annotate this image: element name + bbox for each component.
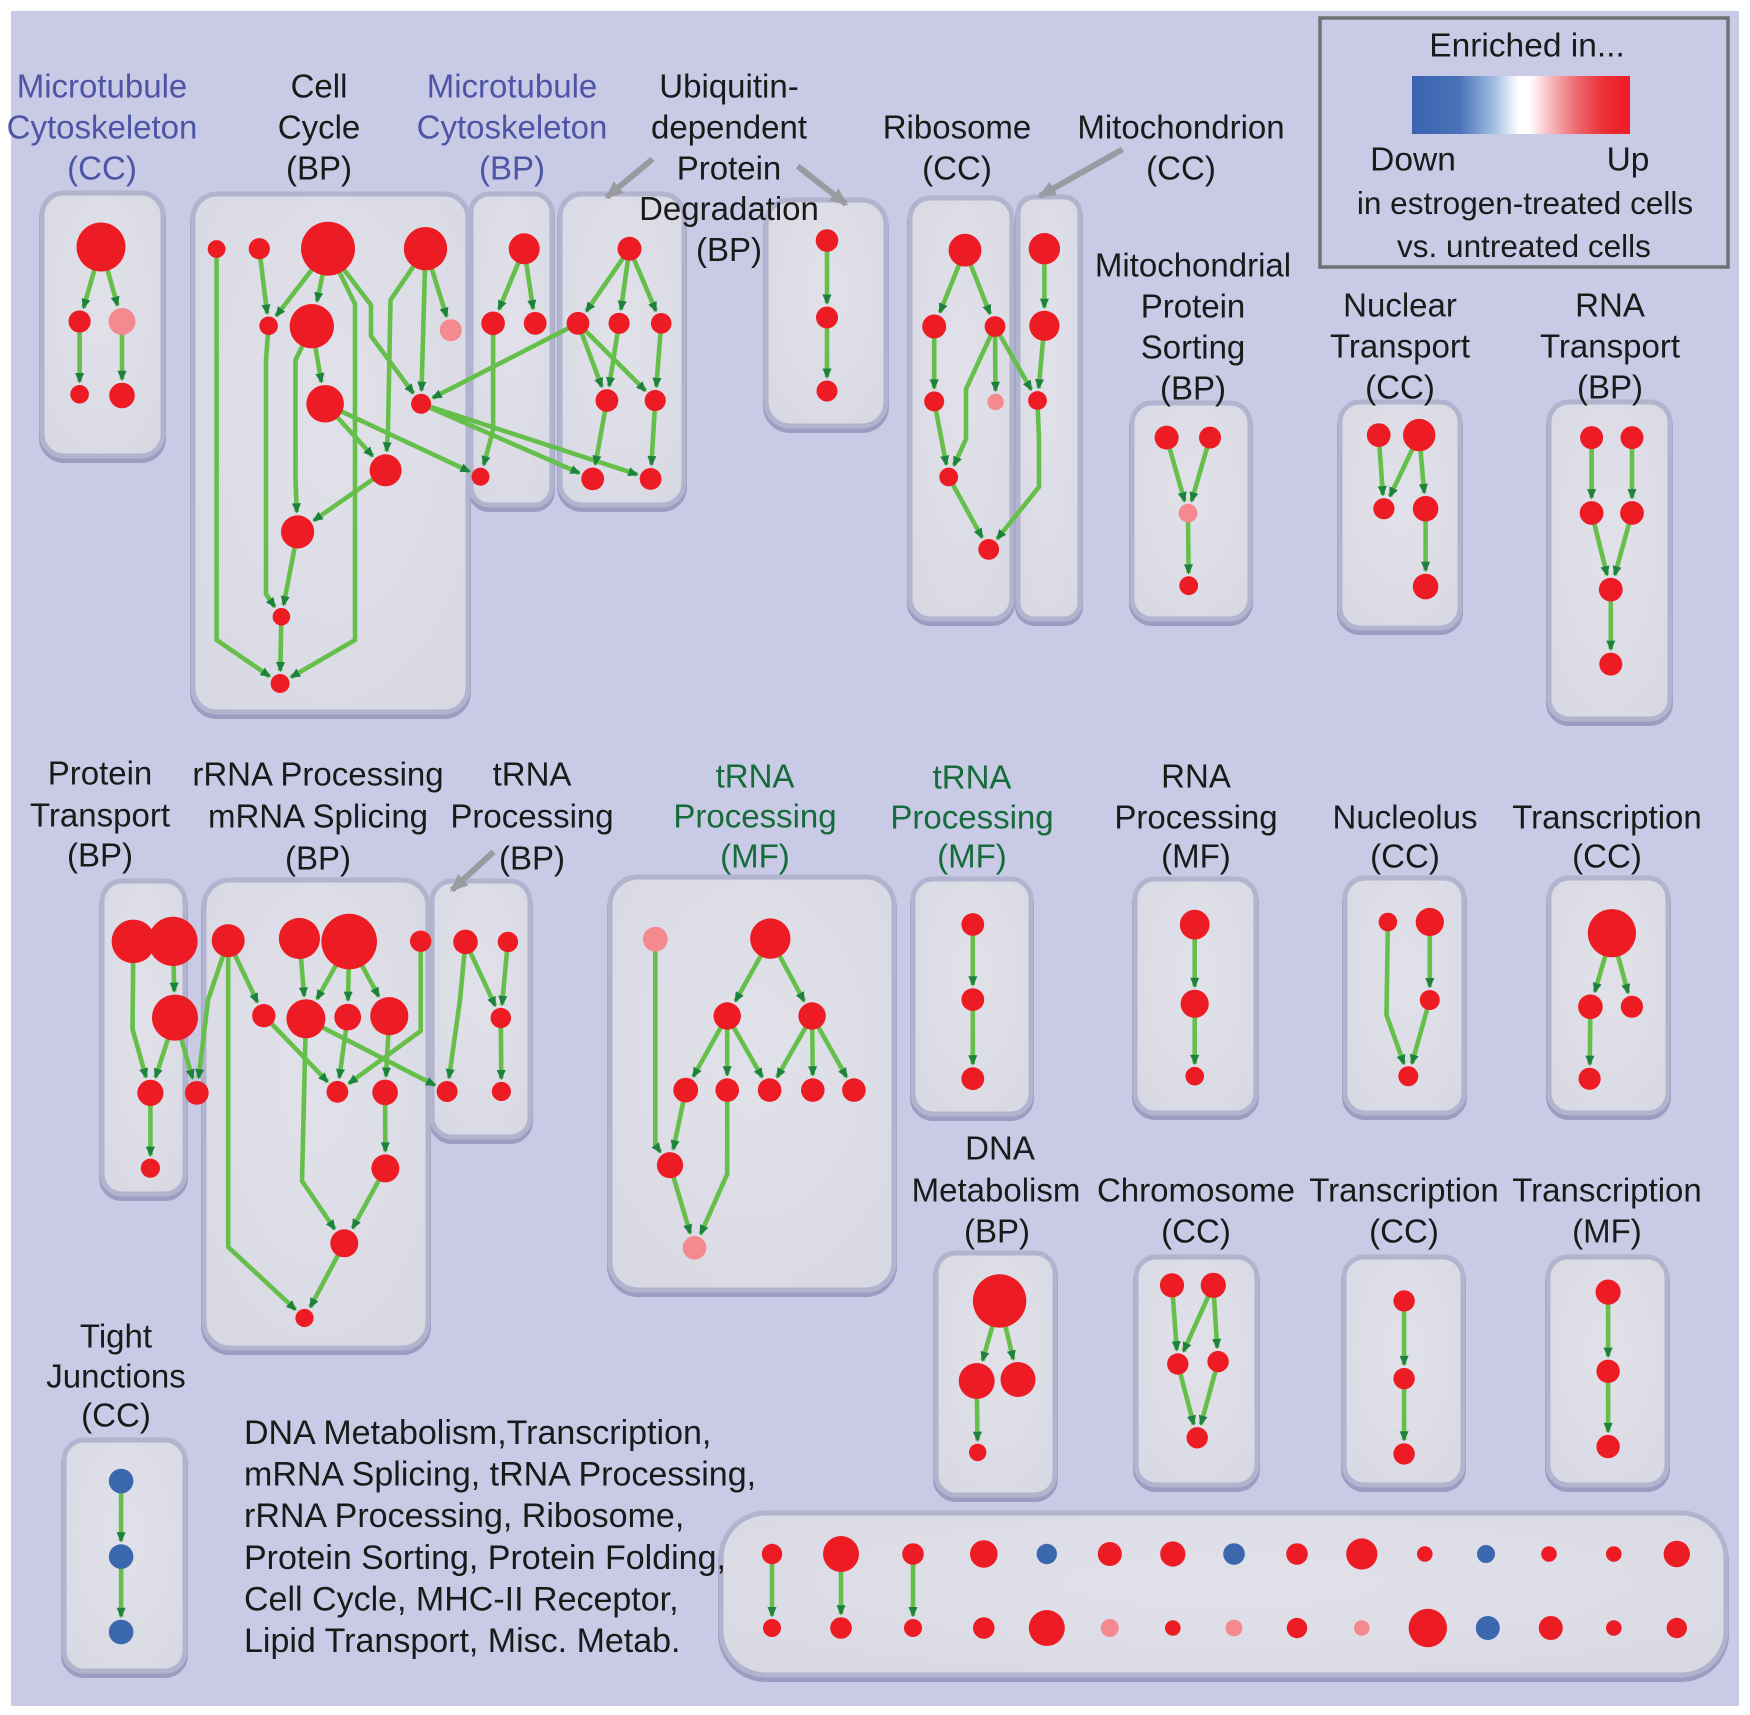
- svg-text:Mitochondrial: Mitochondrial: [1095, 247, 1291, 284]
- svg-text:Transcription: Transcription: [1309, 1172, 1499, 1209]
- svg-text:(CC): (CC): [1369, 1213, 1439, 1250]
- svg-text:tRNA: tRNA: [493, 756, 572, 793]
- svg-text:Nuclear: Nuclear: [1343, 287, 1457, 324]
- svg-text:Down: Down: [1370, 142, 1456, 179]
- svg-text:RNA: RNA: [1575, 287, 1645, 324]
- svg-text:(CC): (CC): [67, 150, 137, 187]
- svg-text:Cell: Cell: [291, 68, 348, 105]
- svg-text:(CC): (CC): [1572, 838, 1642, 875]
- svg-text:Protein Sorting, Protein Foldi: Protein Sorting, Protein Folding,: [244, 1539, 726, 1577]
- svg-text:dependent: dependent: [651, 109, 807, 146]
- svg-text:Protein: Protein: [1141, 288, 1246, 325]
- svg-text:Ribosome: Ribosome: [883, 109, 1032, 146]
- svg-text:mRNA Splicing, tRNA Processing: mRNA Splicing, tRNA Processing,: [244, 1456, 756, 1494]
- svg-text:Microtubule: Microtubule: [17, 68, 188, 105]
- svg-text:vs. untreated cells: vs. untreated cells: [1397, 228, 1651, 264]
- svg-text:Transport: Transport: [1540, 328, 1680, 365]
- svg-text:Cytoskeleton: Cytoskeleton: [7, 109, 198, 146]
- svg-text:Protein: Protein: [677, 150, 782, 187]
- svg-text:(MF): (MF): [1161, 838, 1231, 875]
- svg-text:Cell Cycle, MHC-II Receptor,: Cell Cycle, MHC-II Receptor,: [244, 1580, 679, 1618]
- svg-text:(BP): (BP): [286, 150, 352, 187]
- svg-text:(CC): (CC): [1146, 150, 1216, 187]
- svg-text:Processing: Processing: [450, 798, 613, 835]
- svg-text:Processing: Processing: [890, 799, 1053, 836]
- svg-text:Transcription: Transcription: [1512, 1172, 1702, 1209]
- svg-text:(BP): (BP): [499, 840, 565, 877]
- svg-text:Up: Up: [1607, 142, 1650, 179]
- svg-text:Microtubule: Microtubule: [427, 68, 598, 105]
- svg-text:(CC): (CC): [922, 150, 992, 187]
- svg-text:rRNA Processing, Ribosome,: rRNA Processing, Ribosome,: [244, 1497, 684, 1535]
- svg-text:RNA: RNA: [1161, 758, 1231, 795]
- svg-text:Transport: Transport: [1330, 328, 1470, 365]
- svg-text:Transport: Transport: [30, 797, 170, 834]
- svg-text:rRNA Processing: rRNA Processing: [192, 756, 443, 793]
- svg-text:in estrogen-treated cells: in estrogen-treated cells: [1357, 185, 1693, 221]
- svg-text:Processing: Processing: [1114, 799, 1277, 836]
- svg-text:Transcription: Transcription: [1512, 799, 1702, 836]
- svg-text:Protein: Protein: [48, 755, 153, 792]
- svg-text:Nucleolus: Nucleolus: [1333, 799, 1478, 836]
- svg-text:(BP): (BP): [964, 1213, 1030, 1250]
- svg-text:(MF): (MF): [1572, 1213, 1642, 1250]
- svg-text:Metabolism: Metabolism: [912, 1172, 1081, 1209]
- svg-text:Mitochondrion: Mitochondrion: [1077, 109, 1284, 146]
- svg-text:(MF): (MF): [720, 838, 790, 875]
- svg-text:(BP): (BP): [696, 231, 762, 268]
- svg-text:Cytoskeleton: Cytoskeleton: [417, 109, 608, 146]
- svg-text:(MF): (MF): [937, 838, 1007, 875]
- svg-text:(CC): (CC): [1161, 1213, 1231, 1250]
- svg-text:Junctions: Junctions: [46, 1358, 185, 1395]
- svg-text:DNA Metabolism,Transcription,: DNA Metabolism,Transcription,: [244, 1414, 711, 1452]
- svg-text:(CC): (CC): [1365, 369, 1435, 406]
- svg-text:Sorting: Sorting: [1141, 329, 1246, 366]
- svg-text:DNA: DNA: [965, 1130, 1035, 1167]
- svg-text:(BP): (BP): [479, 150, 545, 187]
- svg-text:Degradation: Degradation: [639, 190, 819, 227]
- svg-text:Chromosome: Chromosome: [1097, 1172, 1295, 1209]
- svg-text:(BP): (BP): [1160, 370, 1226, 407]
- svg-text:tRNA: tRNA: [933, 759, 1012, 796]
- svg-text:Cycle: Cycle: [278, 109, 361, 146]
- svg-text:Enriched in...: Enriched in...: [1429, 28, 1625, 65]
- svg-text:Processing: Processing: [673, 798, 836, 835]
- svg-text:(BP): (BP): [285, 840, 351, 877]
- svg-text:(CC): (CC): [1370, 838, 1440, 875]
- svg-text:Lipid Transport, Misc. Metab.: Lipid Transport, Misc. Metab.: [244, 1622, 681, 1660]
- svg-text:Tight: Tight: [80, 1318, 152, 1355]
- svg-text:(CC): (CC): [81, 1397, 151, 1434]
- svg-text:(BP): (BP): [1577, 369, 1643, 406]
- svg-text:(BP): (BP): [67, 837, 133, 874]
- svg-text:tRNA: tRNA: [716, 758, 795, 795]
- svg-text:Ubiquitin-: Ubiquitin-: [659, 68, 798, 105]
- svg-text:mRNA Splicing: mRNA Splicing: [208, 798, 428, 835]
